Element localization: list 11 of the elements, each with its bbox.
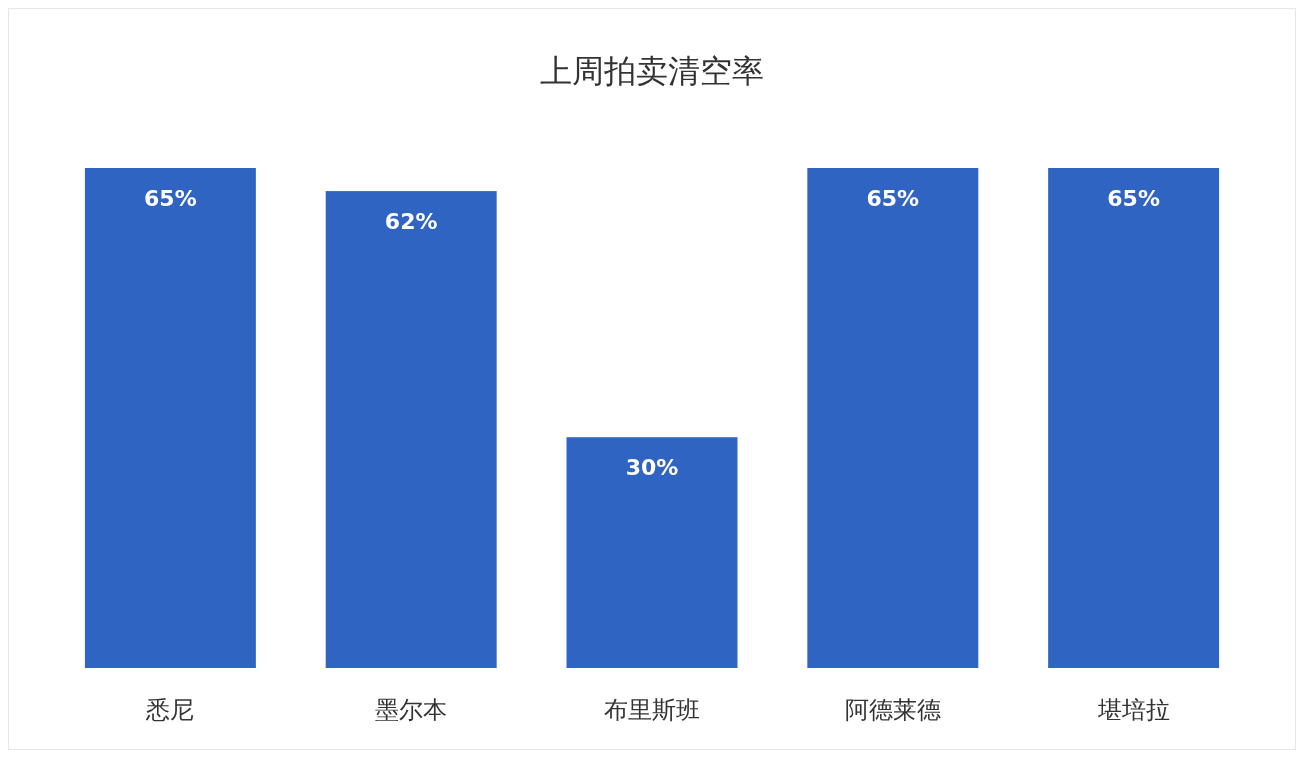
- x-tick-label: 布里斯班: [604, 696, 700, 724]
- x-tick-label: 堪培拉: [1096, 696, 1170, 724]
- x-tick-label: 悉尼: [145, 696, 195, 724]
- data-label: 30%: [625, 455, 679, 481]
- data-label: 65%: [866, 186, 920, 211]
- x-tick-label: 阿德莱德: [844, 696, 941, 724]
- data-label: 62%: [384, 209, 438, 235]
- data-label: 65%: [144, 186, 197, 211]
- chart-title: 上周拍卖清空率: [540, 52, 764, 90]
- data-label: 65%: [1107, 186, 1160, 211]
- x-tick-label: 墨尔本: [375, 696, 448, 724]
